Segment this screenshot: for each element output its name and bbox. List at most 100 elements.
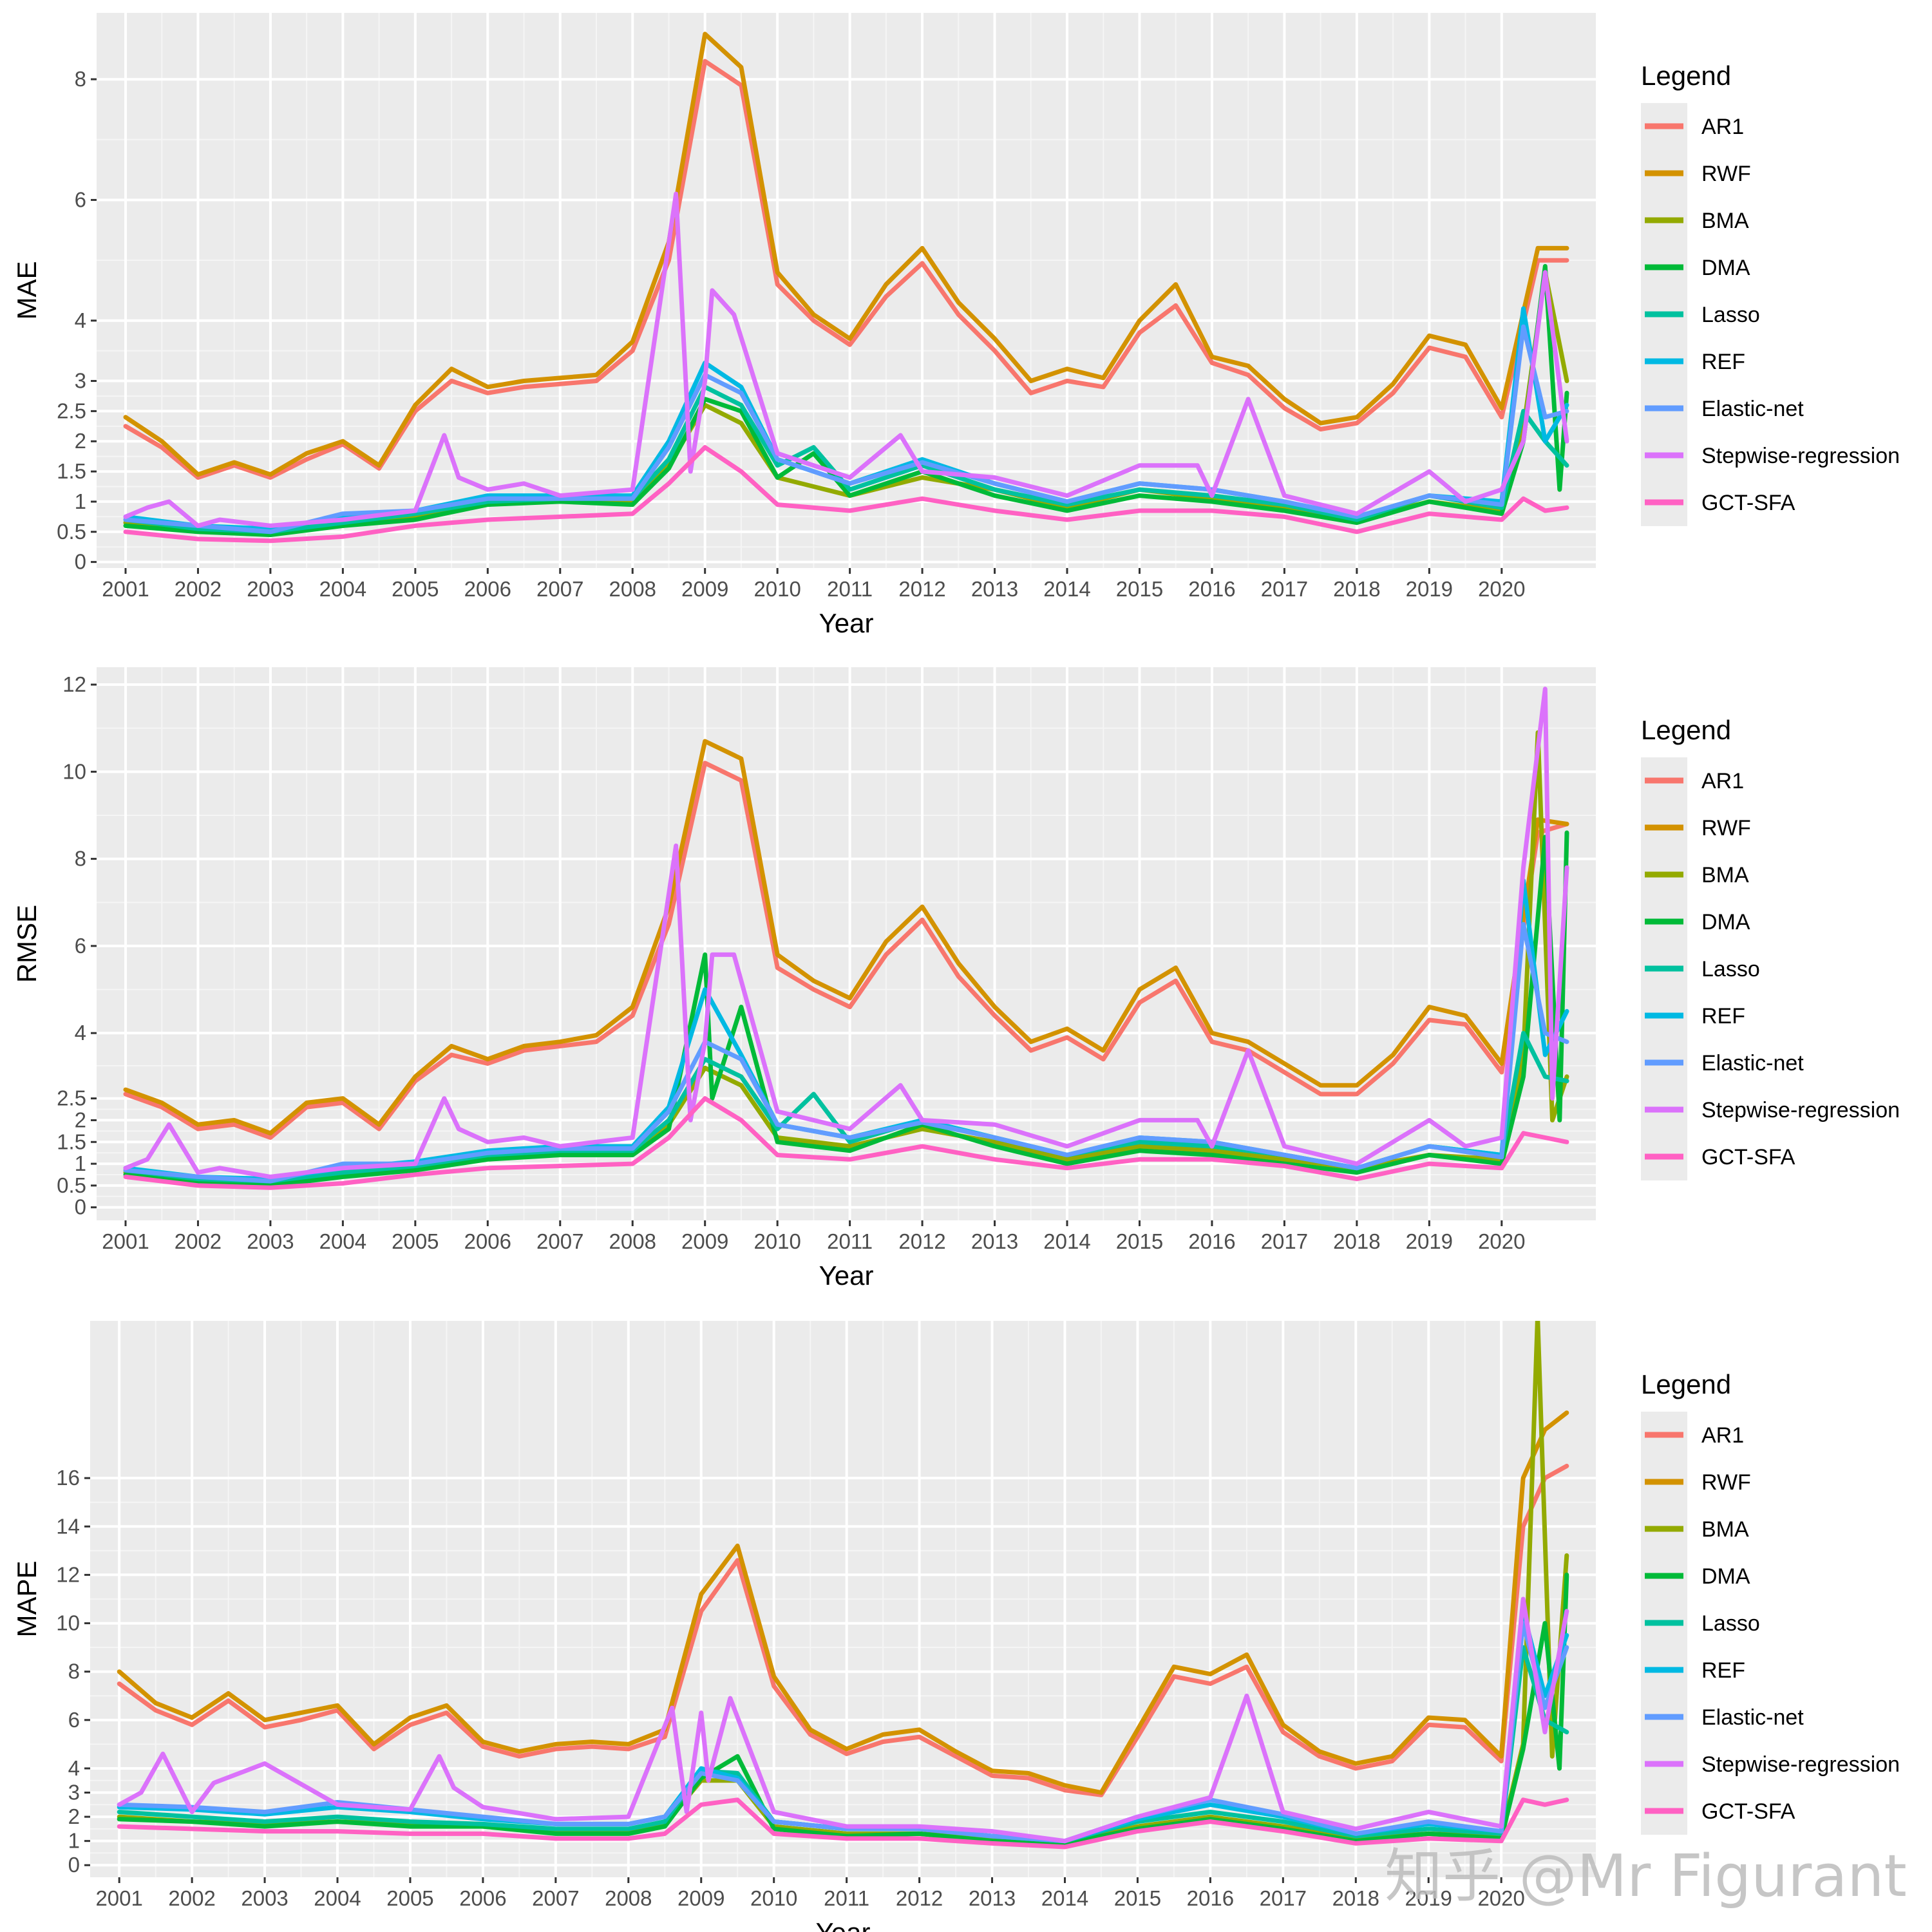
- x-tick-label: 2007: [536, 1229, 583, 1253]
- legend-label: Lasso: [1701, 303, 1760, 327]
- y-tick-label: 12: [56, 1562, 80, 1586]
- legend-label: DMA: [1701, 1564, 1750, 1589]
- x-tick-label: 2003: [247, 1229, 294, 1253]
- x-tick-label: 2020: [1477, 1886, 1524, 1910]
- x-tick-label: 2004: [319, 577, 366, 601]
- y-tick-label: 1: [75, 489, 86, 513]
- legend-label: GCT-SFA: [1701, 1799, 1795, 1824]
- y-tick-label: 6: [68, 1708, 80, 1732]
- x-tick-label: 2010: [753, 577, 800, 601]
- x-tick-label: 2013: [971, 1229, 1018, 1253]
- legend-label: Elastic-net: [1701, 397, 1804, 421]
- y-tick-label: 2: [75, 1108, 86, 1132]
- x-tick-label: 2017: [1261, 1229, 1308, 1253]
- series-line-ar1: [123, 59, 1569, 480]
- series-line-gct-sfa: [117, 1797, 1569, 1850]
- y-tick-label: 2.5: [57, 1086, 86, 1110]
- x-tick-label: 2010: [753, 1229, 800, 1253]
- x-tick-label: 2003: [241, 1886, 288, 1910]
- y-tick-label: 12: [62, 672, 86, 696]
- x-tick-label: 2011: [827, 577, 873, 601]
- legend-label: Stepwise-regression: [1701, 444, 1900, 468]
- y-tick-label: 0.5: [57, 520, 86, 544]
- x-tick-label: 2009: [677, 1886, 724, 1910]
- x-tick-label: 2008: [605, 1886, 652, 1910]
- x-tick-label: 2011: [827, 1229, 873, 1253]
- x-tick-label: 2006: [464, 577, 511, 601]
- x-tick-label: 2018: [1333, 577, 1380, 601]
- x-tick-label: 2009: [681, 577, 728, 601]
- x-tick-label: 2020: [1478, 1229, 1525, 1253]
- legend-title: Legend: [1641, 715, 1731, 745]
- x-tick-label: 2003: [247, 577, 294, 601]
- x-tick-label: 2001: [95, 1886, 142, 1910]
- legend-title: Legend: [1641, 61, 1731, 91]
- y-tick-label: 6: [75, 934, 86, 958]
- x-tick-label: 2014: [1043, 577, 1090, 601]
- x-tick-label: 2011: [824, 1886, 869, 1910]
- y-tick-label: 3: [75, 369, 86, 393]
- legend: Legend AR1 RWF BMA DMA Lasso REF Elastic-net Ste…: [1641, 715, 1900, 1180]
- y-axis-title: MAPE: [12, 1560, 42, 1637]
- series-line-rwf: [123, 32, 1569, 477]
- y-tick-label: 8: [75, 67, 86, 91]
- x-axis-title: Year: [819, 1260, 874, 1291]
- series-line-stepwise-regression: [123, 687, 1569, 1179]
- series-line-rwf: [117, 1410, 1569, 1795]
- chart-panel-rmse: 2001 2002 2003 2004 2005 2006 2007 2008 2009 2010…: [12, 667, 1900, 1291]
- y-axis-title: RMSE: [12, 905, 42, 983]
- x-tick-label: 2005: [386, 1886, 433, 1910]
- x-tick-label: 2020: [1478, 577, 1525, 601]
- x-axis-title: Year: [816, 1917, 871, 1932]
- x-tick-label: 2018: [1332, 1886, 1379, 1910]
- legend-label: BMA: [1701, 1517, 1749, 1542]
- y-tick-label: 0.5: [57, 1173, 86, 1197]
- legend-label: Lasso: [1701, 1611, 1760, 1636]
- y-tick-label: 0: [68, 1853, 80, 1877]
- series-lines: [117, 1321, 1569, 1850]
- series-line-stepwise-regression: [117, 1596, 1569, 1844]
- series-line-gct-sfa: [123, 1096, 1569, 1190]
- legend-label: Elastic-net: [1701, 1705, 1804, 1730]
- x-tick-label: 2006: [464, 1229, 511, 1253]
- y-tick-label: 16: [56, 1466, 80, 1490]
- x-tick-label: 2004: [314, 1886, 361, 1910]
- y-tick-label: 14: [56, 1514, 80, 1538]
- x-tick-label: 2017: [1260, 1886, 1307, 1910]
- y-tick-label: 4: [75, 1021, 86, 1045]
- x-tick-label: 2013: [969, 1886, 1016, 1910]
- series-line-stepwise-regression: [123, 191, 1569, 528]
- x-tick-label: 2014: [1043, 1229, 1090, 1253]
- x-tick-label: 2015: [1116, 1229, 1163, 1253]
- x-tick-label: 2016: [1187, 1886, 1234, 1910]
- series-line-dma: [123, 830, 1569, 1188]
- y-tick-label: 0: [75, 1195, 86, 1219]
- x-tick-label: 2010: [750, 1886, 797, 1910]
- series-line-dma: [117, 1572, 1569, 1846]
- legend-label: Lasso: [1701, 957, 1760, 981]
- x-tick-label: 2002: [175, 1229, 222, 1253]
- legend-label: AR1: [1701, 1423, 1744, 1448]
- legend-label: REF: [1701, 1004, 1745, 1028]
- y-tick-label: 8: [75, 847, 86, 871]
- x-tick-label: 2016: [1188, 1229, 1235, 1253]
- x-tick-label: 2012: [898, 577, 945, 601]
- chart-panel-mape: 2001 2002 2003 2004 2005 2006 2007 2008 2009 2010…: [12, 1321, 1900, 1932]
- y-tick-label: 10: [62, 759, 86, 783]
- x-tick-label: 2012: [896, 1886, 943, 1910]
- series-line-dma: [123, 264, 1569, 537]
- x-tick-label: 2005: [392, 577, 439, 601]
- x-axis-title: Year: [819, 608, 874, 638]
- legend-label: REF: [1701, 350, 1745, 374]
- y-axis-title: MAE: [12, 261, 42, 319]
- y-tick-label: 1: [68, 1829, 80, 1853]
- legend-label: GCT-SFA: [1701, 1145, 1795, 1170]
- legend-label: REF: [1701, 1658, 1745, 1683]
- series-line-ar1: [123, 761, 1569, 1140]
- legend-label: RWF: [1701, 162, 1751, 186]
- series-lines: [123, 32, 1569, 544]
- x-tick-label: 2006: [459, 1886, 506, 1910]
- y-tick-label: 1.5: [57, 459, 86, 483]
- x-tick-label: 2004: [319, 1229, 366, 1253]
